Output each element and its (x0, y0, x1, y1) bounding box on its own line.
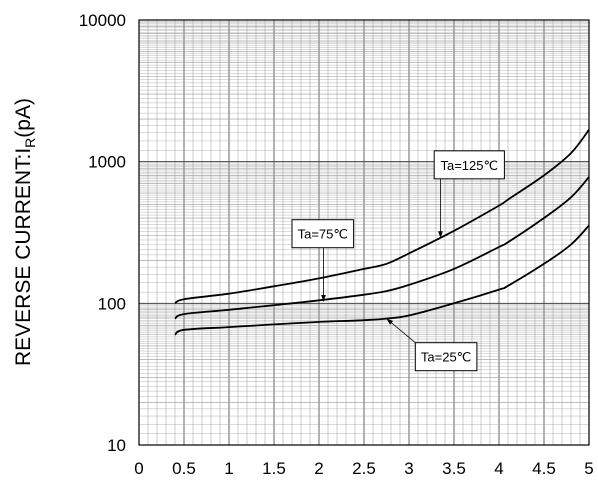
series-line-0 (174, 129, 590, 305)
annotation-arrow-head (438, 231, 443, 238)
y-tick-label: 1000 (88, 153, 126, 172)
x-tick-label: 3 (404, 459, 413, 478)
x-tick-label: 0 (134, 459, 143, 478)
y-tick-labels: 10 100 1000 10000 (79, 11, 126, 455)
y-tick-label: 100 (98, 294, 126, 313)
y-axis-label: REVERSE CURRENT:IR(pA) (12, 98, 38, 366)
annotation-label: Ta=125℃ (440, 158, 498, 173)
annotation-arrow-head (321, 294, 326, 302)
annotation-box (291, 219, 355, 249)
series-line-1 (174, 176, 590, 320)
y-axis-label-unit: (pA) (12, 98, 35, 138)
x-tick-label: 2.5 (352, 459, 376, 478)
x-tick-label: 4.5 (532, 459, 556, 478)
x-tick-labels: 0 0.5 1 1.5 2 2.5 3 3.5 4 4.5 5 (134, 459, 593, 478)
x-tick-label: 2 (314, 459, 323, 478)
annotations: Ta=125℃ Ta=75℃ Ta=25℃ (291, 150, 505, 372)
annotation-1: Ta=75℃ (291, 219, 355, 302)
series-lines (174, 129, 590, 336)
x-tick-label: 1.5 (262, 459, 286, 478)
x-tick-label: 4 (494, 459, 503, 478)
series-line-2 (174, 224, 590, 336)
annotation-0: Ta=125℃ (433, 150, 505, 238)
y-tick-label: 10000 (79, 11, 126, 30)
y-tick-label: 10 (107, 436, 126, 455)
annotation-2: Ta=25℃ (386, 318, 478, 372)
x-tick-label: 3.5 (442, 459, 466, 478)
y-axis-label-subscript: R (22, 138, 38, 148)
grid-lines (139, 20, 589, 445)
annotation-label: Ta=75℃ (298, 227, 348, 242)
annotation-arrow-head (386, 318, 394, 325)
x-tick-label: 1 (224, 459, 233, 478)
x-tick-label: 0.5 (172, 459, 196, 478)
annotation-box (433, 150, 505, 180)
plot-frame (138, 19, 590, 446)
annotation-box (414, 342, 478, 372)
x-tick-label: 5 (584, 459, 593, 478)
annotation-label: Ta=25℃ (421, 350, 471, 365)
y-axis-label-main: REVERSE CURRENT:I (12, 148, 35, 366)
